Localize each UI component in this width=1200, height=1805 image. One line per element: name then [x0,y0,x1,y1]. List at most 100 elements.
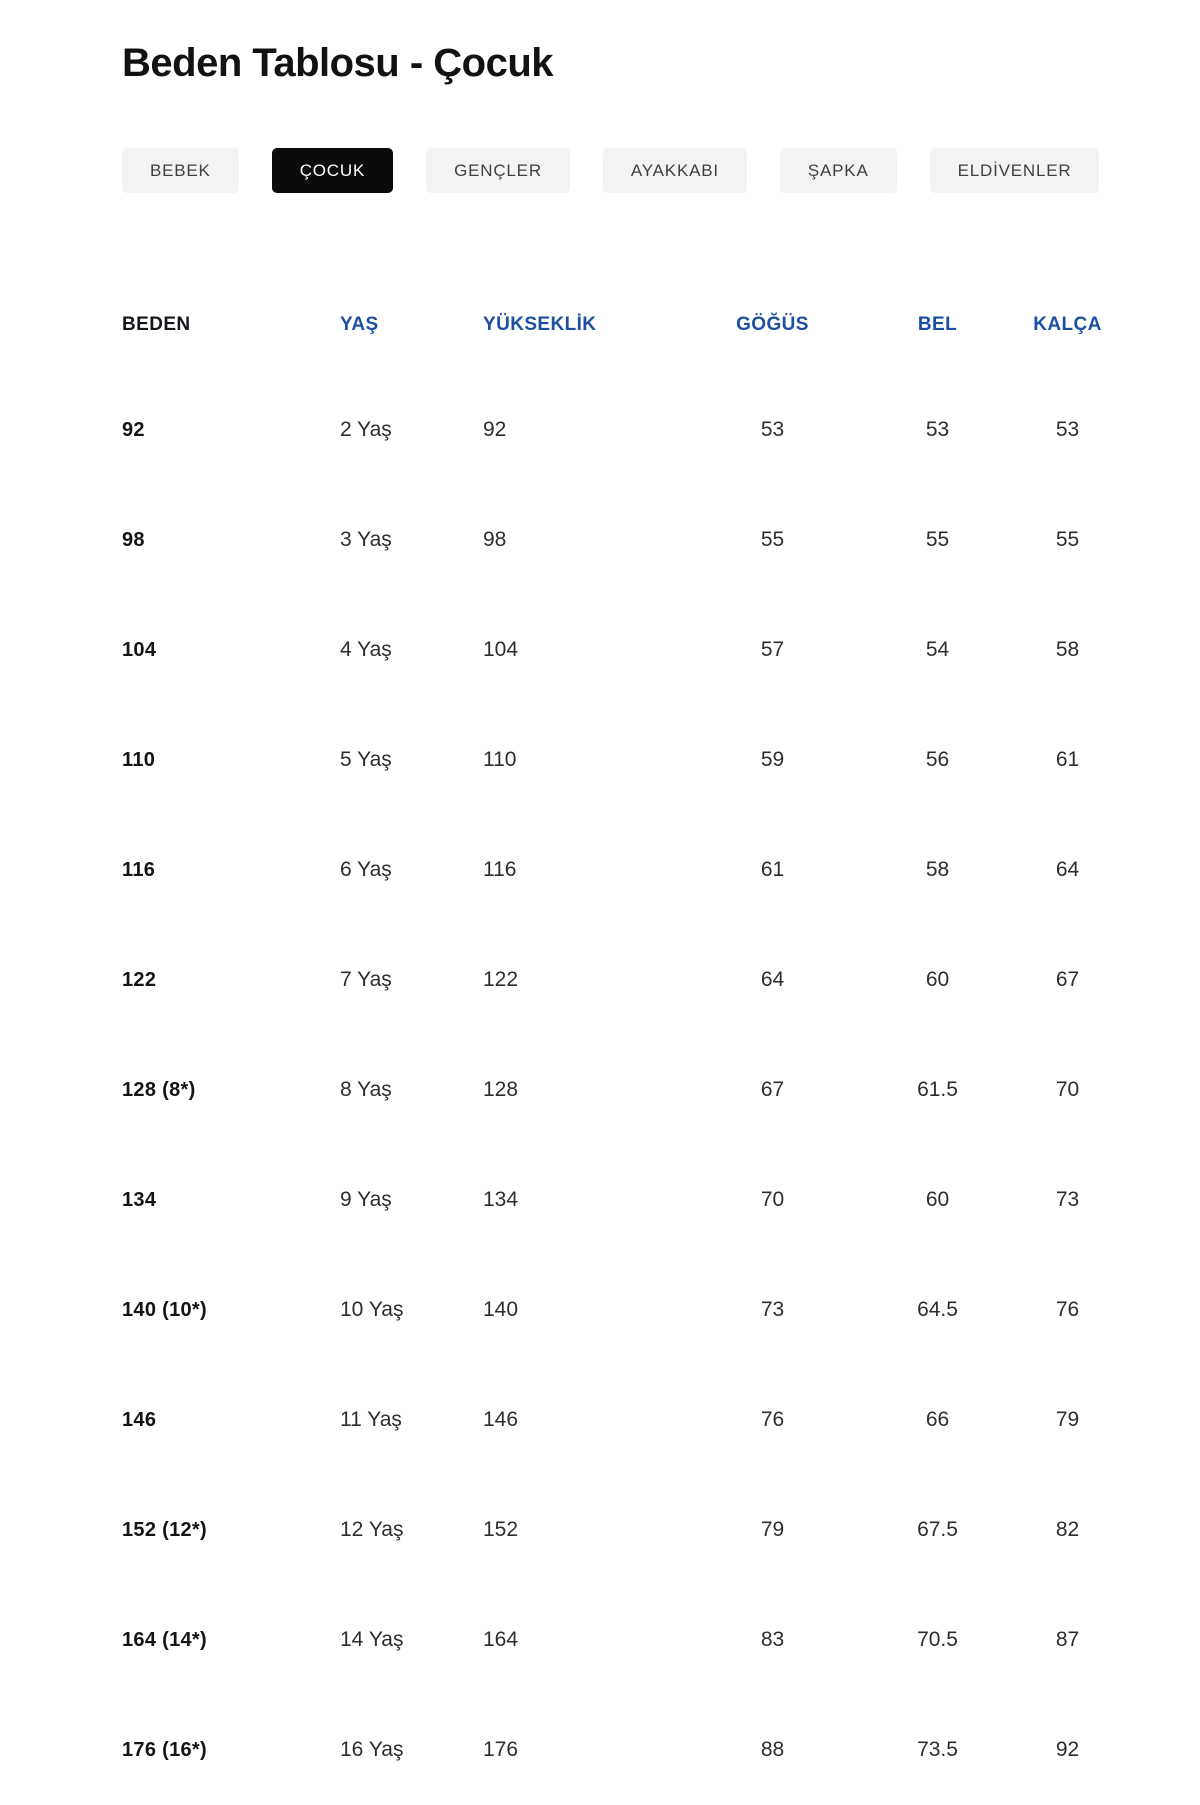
value-cell: 98 [483,528,507,551]
value-cell: 58 [1055,638,1080,661]
value-cell: 64 [760,968,785,991]
value-cell: 16 Yaş [340,1738,404,1761]
value-cell: 61 [760,858,785,881]
value-cell: 92 [1055,1738,1080,1761]
size-cell: 146 [122,1408,157,1431]
value-cell: 104 [483,638,519,661]
size-cell: 110 [122,748,156,771]
value-cell: 59 [760,748,785,771]
value-cell: 73.5 [917,1738,958,1761]
value-cell: 6 Yaş [340,858,392,881]
value-cell: 5 Yaş [340,748,392,771]
value-cell: 4 Yaş [340,638,392,661]
table-body: 92 2 Yaş 92 53 53 53 98 3 Yaş 98 55 55 55 104 4 Yaş 10… [122,375,1160,1805]
value-cell: 79 [1055,1408,1080,1431]
value-cell: 57 [760,638,785,661]
page-title: Beden Tablosu - Çocuk [122,41,554,85]
value-cell: 140 [483,1298,519,1321]
value-cell: 70 [1055,1078,1080,1101]
value-cell: 55 [760,528,785,551]
size-cell: 92 [122,418,145,441]
value-cell: 3 Yaş [340,528,392,551]
value-cell: 64 [1055,858,1080,881]
value-cell: 60 [925,1188,950,1211]
value-cell: 73 [1055,1188,1080,1211]
size-cell: 152 (12*) [122,1518,207,1541]
value-cell: 10 Yaş [340,1298,404,1321]
tab-cocuk[interactable]: ÇOCUK [271,148,394,193]
tab-gencler[interactable]: GENÇLER [426,148,570,193]
value-cell: 79 [760,1518,785,1541]
value-cell: 11 Yaş [340,1408,402,1431]
value-cell: 88 [760,1738,785,1761]
value-cell: 67.5 [917,1518,958,1541]
column-header-2: YAŞ [340,314,379,335]
table-row: 152 (12*) 12 Yaş 152 79 67.5 82 [122,1475,1160,1585]
value-cell: 76 [1055,1298,1080,1321]
value-cell: 14 Yaş [340,1628,404,1651]
value-cell: 146 [483,1408,519,1431]
table-header-row: BEDEN YAŞ YÜKSEKLİK GÖĞÜS BEL KALÇA [122,305,1160,345]
column-header-6: KALÇA [1033,314,1102,335]
value-cell: 110 [483,748,517,771]
value-cell: 9 Yaş [340,1188,392,1211]
value-cell: 122 [483,968,519,991]
size-cell: 140 (10*) [122,1298,207,1321]
size-cell: 98 [122,528,145,551]
column-header-3: YÜKSEKLİK [483,314,597,335]
value-cell: 134 [483,1188,519,1211]
table-row: 98 3 Yaş 98 55 55 55 [122,485,1160,595]
value-cell: 82 [1055,1518,1080,1541]
value-cell: 64.5 [917,1298,958,1321]
size-cell: 176 (16*) [122,1738,207,1761]
value-cell: 76 [760,1408,785,1431]
size-cell: 128 (8*) [122,1078,196,1101]
tab-ayakkabi[interactable]: AYAKKABI [602,148,747,193]
size-cell: 164 (14*) [122,1628,207,1651]
value-cell: 70.5 [917,1628,958,1651]
size-table: BEDEN YAŞ YÜKSEKLİK GÖĞÜS BEL KALÇA 92 2 Yaş 92… [122,305,1160,1805]
value-cell: 73 [760,1298,785,1321]
value-cell: 55 [925,528,950,551]
value-cell: 61.5 [917,1078,958,1101]
value-cell: 128 [483,1078,519,1101]
value-cell: 53 [760,418,785,441]
value-cell: 53 [1055,418,1080,441]
value-cell: 87 [1055,1628,1080,1651]
column-header-4: GÖĞÜS [736,314,809,335]
value-cell: 67 [760,1078,785,1101]
size-cell: 116 [122,858,156,881]
table-row: 116 6 Yaş 116 61 58 64 [122,815,1160,925]
value-cell: 116 [483,858,517,881]
column-header-5: BEL [917,314,958,335]
table-row: 104 4 Yaş 104 57 54 58 [122,595,1160,705]
table-row: 164 (14*) 14 Yaş 164 83 70.5 87 [122,1585,1160,1695]
value-cell: 67 [1055,968,1080,991]
table-row: 146 11 Yaş 146 76 66 79 [122,1365,1160,1475]
tab-bebek[interactable]: BEBEK [122,148,239,193]
value-cell: 70 [760,1188,785,1211]
value-cell: 8 Yaş [340,1078,392,1101]
table-row: 128 (8*) 8 Yaş 128 67 61.5 70 [122,1035,1160,1145]
tab-sapka[interactable]: ŞAPKA [779,148,897,193]
size-cell: 122 [122,968,157,991]
table-row: 176 (16*) 16 Yaş 176 88 73.5 92 [122,1695,1160,1805]
value-cell: 83 [760,1628,785,1651]
value-cell: 60 [925,968,950,991]
size-category-tabs: BEBEK ÇOCUK GENÇLER AYAKKABI ŞAPKA ELDİVENLER [122,148,1160,193]
value-cell: 152 [483,1518,519,1541]
table-row: 134 9 Yaş 134 70 60 73 [122,1145,1160,1255]
table-row: 122 7 Yaş 122 64 60 67 [122,925,1160,1035]
column-header-1: BEDEN [122,314,191,335]
tab-eldivenler[interactable]: ELDİVENLER [929,148,1100,193]
value-cell: 12 Yaş [340,1518,404,1541]
value-cell: 2 Yaş [340,418,392,441]
value-cell: 54 [925,638,950,661]
value-cell: 176 [483,1738,519,1761]
value-cell: 66 [925,1408,950,1431]
value-cell: 7 Yaş [340,968,392,991]
value-cell: 92 [483,418,507,441]
table-row: 140 (10*) 10 Yaş 140 73 64.5 76 [122,1255,1160,1365]
value-cell: 164 [483,1628,519,1651]
